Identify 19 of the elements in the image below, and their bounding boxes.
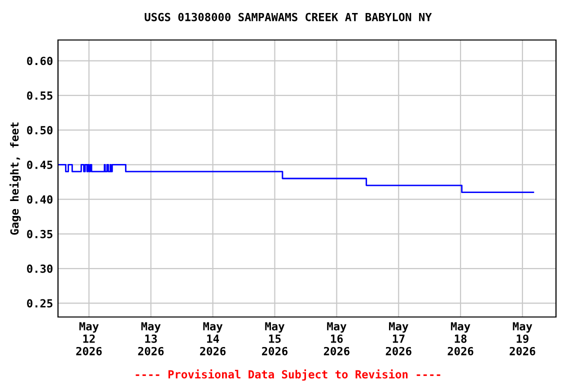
x-tick-label: May 16 2026 bbox=[324, 322, 350, 356]
y-tick-label: 0.30 bbox=[27, 264, 52, 273]
y-tick-label: 0.60 bbox=[27, 56, 52, 66]
y-axis-title: Gage height, feet bbox=[9, 122, 21, 235]
x-tick-label: May 15 2026 bbox=[262, 322, 288, 356]
x-tick-label: May 14 2026 bbox=[200, 322, 226, 356]
y-tick-label: 0.45 bbox=[27, 160, 52, 170]
text: ---- Provisional Data Subject to Revision ---- bbox=[136, 369, 440, 381]
x-tick-label: May 18 2026 bbox=[448, 322, 474, 356]
y-tick-label: 0.40 bbox=[27, 195, 52, 204]
y-tick-label: 0.50 bbox=[27, 126, 52, 134]
chart-title: USGS 01308000 SAMPAWAMS CREEK AT BABYLON NY bbox=[144, 12, 432, 22]
y-tick-label: 0.55 bbox=[27, 91, 52, 100]
x-tick-label: May 12 2026 bbox=[76, 322, 102, 356]
x-tick-label: May 17 2026 bbox=[386, 322, 412, 356]
x-tick-label: May 13 2026 bbox=[138, 322, 164, 356]
x-tick-label: May 19 2026 bbox=[510, 322, 536, 356]
y-tick-label: 0.25 bbox=[27, 299, 52, 308]
y-tick-label: 0.35 bbox=[27, 230, 52, 238]
